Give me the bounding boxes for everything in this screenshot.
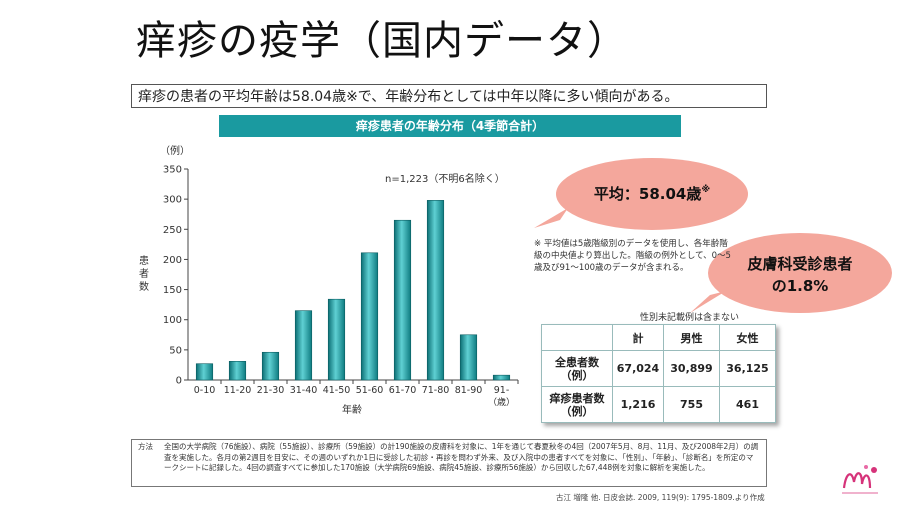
age-distribution-chart: （例） n=1,223（不明6名除く） 患者数 0 50 100 150 200 250 3… [139,144,519,416]
table-header-blank [541,324,613,351]
bar-41-50 [327,298,346,381]
x-axis-label: 年齢 [342,403,362,416]
row-label: 全患者数 （例） [541,350,613,387]
footnote-mark: ※ [534,239,542,249]
y-axis-label: 患者数 [139,255,149,293]
x-tick-label: 51-60 [356,385,384,396]
y-tick-label: 350 [163,165,182,176]
dermatology-callout: 皮膚科受診患者 の1.8% [690,233,892,313]
table-cell: 30,899 [663,350,720,387]
bars [195,200,511,381]
y-tick-label: 100 [163,315,182,326]
patient-count-table: 計 男性 女性 全患者数 （例） 67,024 30,899 36,125 痒疹患… [541,324,776,423]
source-citation: 古江 増隆 他. 日皮会誌. 2009, 119(9): 1795-1809.よ… [556,493,765,502]
table-cell: 461 [719,386,776,423]
n-note: n=1,223（不明6名除く） [385,172,505,185]
x-tick-label: 31-40 [290,385,318,396]
y-tick-label: 200 [163,255,182,266]
x-tick-label: 91- [494,385,510,396]
y-unit-label: （例） [160,144,190,157]
y-tick-label: 300 [163,195,182,206]
bar-51-60 [360,252,379,381]
footnote-text: 平均値は5歳階級別のデータを使用し、各年齢階級の中央値より算出した。階級の例外と… [534,239,731,273]
table-header-total: 計 [612,324,664,351]
table-cell: 67,024 [612,350,664,387]
bar-91-（歳） [492,374,511,381]
row-label: 痒疹患者数 （例） [541,386,613,423]
svg-text:平均：58.04歳※: 平均：58.04歳※ [594,184,710,203]
table-cell: 755 [663,386,720,423]
x-ticks: 0-10 11-20 21-30 31-40 41-50 51-60 61-70 71-80 8… [194,380,519,408]
bar-21-30 [261,351,280,381]
table-row: 全患者数 （例） 67,024 30,899 36,125 [541,350,776,387]
table-caption: 性別未記載例は含まない [640,313,740,323]
average-text: 平均：58.04歳 [594,185,701,203]
footnote: ※ 平均値は5歳階級別のデータを使用し、各年齢階級の中央値より算出した。階級の例… [534,238,734,274]
x-tick-label: 11-20 [224,385,252,396]
y-axis-label-char: 患 [139,255,149,267]
table-row: 痒疹患者数 （例） 1,216 755 461 [541,386,776,423]
x-tick-label: 81-90 [455,385,483,396]
average-mark: ※ [701,184,710,195]
page-title: 痒疹の疫学（国内データ） [136,18,628,64]
table-header-female: 女性 [719,324,776,351]
x-tick-label: 21-30 [257,385,285,396]
y-tick-label: 250 [163,225,182,236]
chart-title: 痒疹患者の年齢分布（4季節合計） [219,115,681,137]
summary-box: 痒疹の患者の平均年齢は58.04歳※で、年齢分布としては中年以降に多い傾向がある… [131,84,767,108]
table-cell: 36,125 [719,350,776,387]
bar-81-90 [459,334,478,381]
bar-31-40 [294,310,313,381]
x-tick-label: 41-50 [323,385,351,396]
y-ticks: 0 50 100 150 200 250 300 350 [163,165,188,387]
table-header-male: 男性 [663,324,720,351]
method-text: 全国の大学病院（76施設）、病院（55施設）、診療所（59施設）の計190施設の… [164,442,759,472]
y-axis-label-char: 数 [139,280,149,293]
y-tick-label: 50 [169,345,182,356]
table-cell: 1,216 [612,386,664,423]
x-tick-label-unit: （歳） [488,396,515,408]
brand-logo [842,465,878,494]
y-tick-label: 150 [163,285,182,296]
y-axis-label-char: 者 [139,268,149,280]
method-box: 方法 全国の大学病院（76施設）、病院（55施設）、診療所（59施設）の計190… [131,439,767,487]
bar-11-20 [228,361,247,381]
y-tick-label: 0 [176,376,182,387]
x-tick-label: 61-70 [389,385,417,396]
table-header-row: 計 男性 女性 [541,324,776,351]
x-tick-label: 71-80 [422,385,450,396]
x-tick-label: 0-10 [194,385,216,396]
dermatology-line-1: 皮膚科受診患者 [747,255,852,273]
method-label: 方法 [138,442,153,451]
bar-0-10 [195,363,214,381]
bar-71-80 [426,200,445,381]
average-callout: 平均：58.04歳※ [534,158,748,230]
dermatology-line-2: の1.8% [772,277,829,295]
bar-61-70 [393,219,412,381]
